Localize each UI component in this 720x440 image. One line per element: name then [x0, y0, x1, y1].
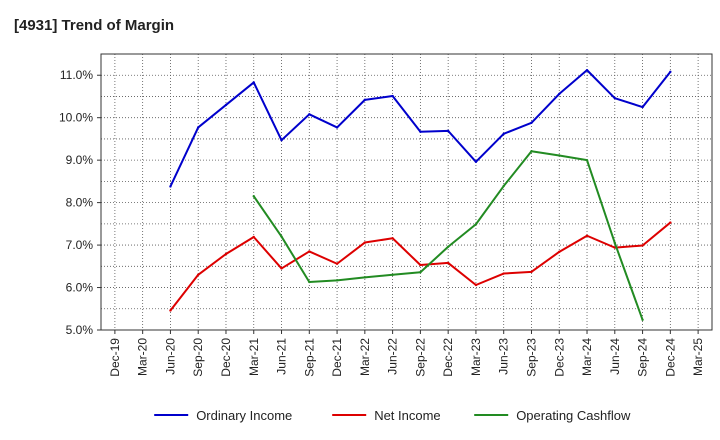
data-point-ordinary-income: [669, 70, 672, 74]
data-point-operating-cashflow: [446, 245, 450, 248]
x-tick-label: Dec-24: [663, 338, 677, 377]
data-point-ordinary-income: [335, 126, 339, 129]
data-point-operating-cashflow: [474, 223, 478, 226]
data-point-net-income: [363, 241, 367, 244]
x-tick-label: Sep-24: [636, 338, 650, 377]
data-point-net-income: [530, 270, 533, 274]
y-axis-ticks: 5.0% 6.0% 7.0% 8.0% 9.0% 10.0% 11.0%: [59, 68, 101, 337]
series-lines: [169, 68, 672, 322]
data-point-ordinary-income: [391, 94, 394, 98]
data-point-net-income: [391, 237, 394, 240]
x-tick-label: Dec-21: [330, 338, 344, 377]
data-point-operating-cashflow: [308, 280, 311, 284]
x-tick-label: Dec-23: [552, 338, 566, 377]
legend-label-net-income: Net Income: [374, 408, 440, 423]
data-point-ordinary-income: [308, 113, 311, 116]
x-tick-label: Mar-22: [358, 338, 372, 376]
x-tick-label: Dec-19: [108, 338, 122, 377]
y-tick-label: 8.0%: [66, 196, 94, 210]
y-tick-label: 10.0%: [59, 111, 93, 125]
data-point-net-income: [474, 283, 478, 287]
data-point-net-income: [558, 250, 561, 254]
data-point-ordinary-income: [585, 68, 589, 72]
plot-area: [101, 54, 712, 330]
data-point-ordinary-income: [419, 130, 422, 133]
data-point-operating-cashflow: [419, 271, 422, 274]
data-point-net-income: [280, 267, 283, 270]
data-point-ordinary-income: [363, 98, 367, 102]
data-point-net-income: [308, 250, 311, 253]
x-tick-label: Dec-20: [219, 338, 233, 377]
legend-label-ordinary-income: Ordinary Income: [196, 408, 292, 423]
x-tick-label: Mar-20: [136, 338, 150, 376]
x-tick-label: Dec-22: [441, 338, 455, 377]
y-tick-label: 11.0%: [60, 68, 93, 82]
data-point-ordinary-income: [224, 103, 228, 107]
x-tick-label: Jun-20: [163, 338, 177, 375]
x-tick-label: Mar-23: [469, 338, 483, 376]
data-point-ordinary-income: [169, 185, 172, 188]
data-point-net-income: [252, 235, 255, 239]
x-tick-label: Jun-21: [275, 338, 289, 375]
y-tick-label: 5.0%: [66, 323, 94, 337]
data-point-net-income: [585, 234, 589, 237]
data-point-ordinary-income: [558, 92, 561, 96]
data-point-ordinary-income: [474, 160, 478, 164]
data-point-ordinary-income: [197, 126, 200, 129]
data-point-net-income: [641, 244, 644, 247]
x-tick-label: Mar-21: [247, 338, 261, 376]
data-point-net-income: [169, 309, 172, 312]
data-point-ordinary-income: [502, 132, 505, 136]
x-tick-label: Jun-23: [497, 338, 511, 375]
data-point-ordinary-income: [530, 121, 533, 124]
grid-lines: [101, 53, 712, 331]
data-point-operating-cashflow: [335, 279, 339, 282]
chart-title: [4931] Trend of Margin: [14, 17, 174, 34]
x-tick-label: Jun-24: [608, 338, 622, 375]
x-tick-label: Sep-23: [524, 338, 538, 377]
x-tick-label: Mar-24: [580, 338, 594, 376]
data-point-operating-cashflow: [530, 150, 533, 153]
data-point-net-income: [669, 221, 672, 224]
data-point-ordinary-income: [446, 129, 450, 133]
data-point-net-income: [335, 262, 339, 265]
data-point-ordinary-income: [252, 81, 255, 84]
data-point-operating-cashflow: [585, 158, 589, 162]
legend: Ordinary Income Net Income Operating Cashf…: [154, 408, 631, 423]
x-tick-label: Sep-22: [413, 338, 427, 377]
data-point-net-income: [446, 261, 450, 265]
data-point-operating-cashflow: [280, 235, 283, 238]
x-axis-ticks: Dec-19 Mar-20 Jun-20 Sep-20 Dec-20 Mar-21 Jun-…: [108, 330, 705, 377]
data-point-net-income: [419, 263, 422, 267]
data-point-operating-cashflow: [641, 318, 644, 322]
data-point-operating-cashflow: [613, 241, 616, 245]
x-tick-label: Mar-25: [691, 338, 705, 376]
x-tick-label: Sep-21: [302, 338, 316, 377]
y-tick-label: 7.0%: [66, 238, 94, 252]
y-tick-label: 6.0%: [66, 281, 94, 295]
y-tick-label: 9.0%: [66, 153, 94, 167]
data-point-operating-cashflow: [252, 195, 255, 198]
data-point-net-income: [224, 252, 228, 256]
x-tick-label: Sep-20: [191, 338, 205, 377]
data-point-net-income: [197, 273, 200, 276]
data-point-operating-cashflow: [502, 184, 505, 188]
data-point-operating-cashflow: [363, 276, 367, 279]
data-point-net-income: [502, 272, 505, 275]
x-tick-label: Jun-22: [386, 338, 400, 375]
data-point-ordinary-income: [280, 139, 283, 142]
data-point-ordinary-income: [641, 105, 644, 109]
data-point-ordinary-income: [613, 96, 616, 100]
legend-label-operating-cashflow: Operating Cashflow: [516, 408, 631, 423]
data-point-operating-cashflow: [391, 273, 394, 276]
data-point-operating-cashflow: [558, 154, 561, 157]
plot-frame: [100, 53, 713, 331]
